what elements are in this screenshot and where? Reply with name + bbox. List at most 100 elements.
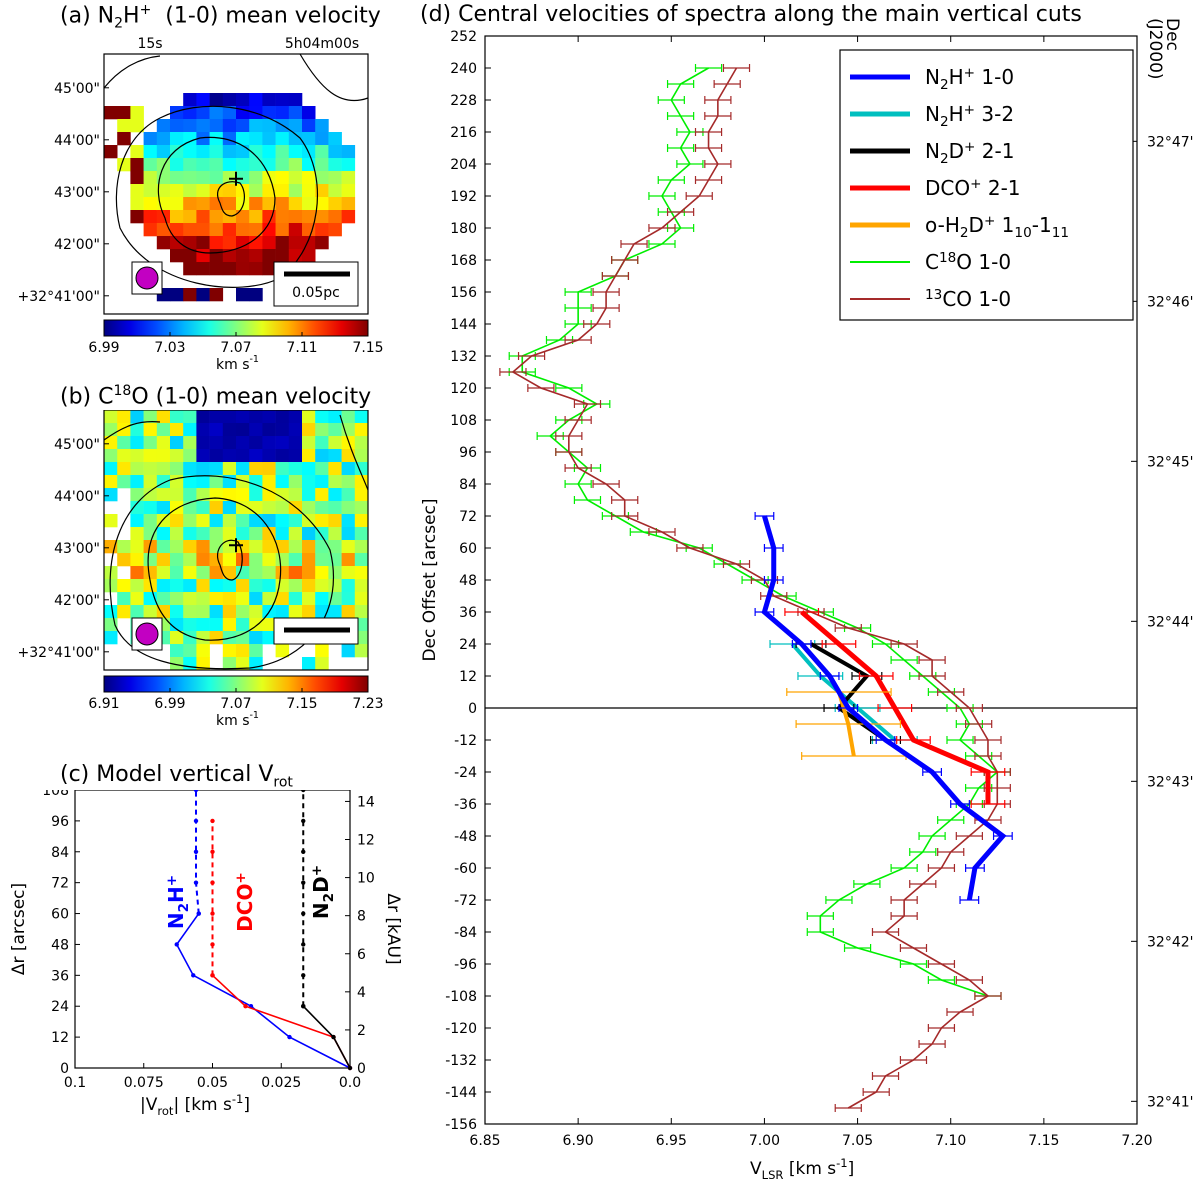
velocity-pixel	[275, 566, 290, 580]
velocity-pixel	[143, 132, 158, 146]
y-tick-label: 72	[51, 876, 69, 892]
velocity-pixel	[196, 449, 210, 463]
velocity-pixel	[249, 119, 263, 133]
x-tick-label: 0.05	[197, 1075, 228, 1091]
velocity-pixel	[209, 210, 224, 224]
velocity-pixel	[236, 249, 250, 263]
map-frame	[103, 410, 369, 671]
velocity-pixel	[209, 249, 224, 263]
velocity-pixel	[275, 423, 290, 437]
velocity-pixel	[183, 436, 197, 450]
velocity-pixel	[262, 223, 276, 237]
velocity-pixel	[222, 436, 237, 450]
velocity-pixel	[156, 592, 171, 606]
velocity-pixel	[170, 475, 184, 489]
velocity-pixel	[222, 514, 237, 528]
velocity-pixel	[354, 527, 369, 541]
y2-axis-label: Δr [kAU]	[383, 893, 403, 964]
y-tick-label: 48	[459, 573, 477, 589]
velocity-pixel	[130, 566, 144, 580]
velocity-pixel	[236, 501, 250, 515]
velocity-pixel	[262, 553, 276, 567]
velocity-pixel	[341, 410, 356, 424]
colorbar-tick-label: 7.11	[286, 340, 317, 356]
beam-circle-icon	[135, 622, 159, 646]
velocity-pixel	[183, 184, 197, 198]
velocity-pixel	[262, 93, 276, 107]
velocity-pixel	[156, 579, 171, 593]
y-tick-label: -108	[445, 989, 477, 1005]
velocity-pixel	[354, 605, 369, 619]
series-point	[210, 911, 215, 916]
velocity-pixel	[222, 262, 237, 276]
y-tick-label: -96	[454, 957, 477, 973]
velocity-pixel	[222, 449, 237, 463]
velocity-pixel	[288, 436, 303, 450]
velocity-pixel	[143, 540, 158, 554]
velocity-pixel	[262, 132, 276, 146]
velocity-pixel	[117, 436, 131, 450]
velocity-pixel	[183, 657, 197, 671]
velocity-pixel	[209, 410, 224, 424]
velocity-pixel	[315, 462, 329, 476]
velocity-pixel	[183, 527, 197, 541]
velocity-pixel	[143, 197, 158, 211]
y-tick-label: 132	[450, 349, 477, 365]
velocity-pixel	[236, 657, 250, 671]
velocity-pixel	[288, 197, 303, 211]
velocity-pixel	[302, 579, 316, 593]
velocity-pixel	[288, 527, 303, 541]
y-tick-label: -60	[454, 861, 477, 877]
velocity-pixel	[341, 158, 356, 172]
velocity-pixel	[130, 410, 144, 424]
y-tick-label: 96	[51, 814, 69, 830]
velocity-pixel	[288, 449, 303, 463]
velocity-pixel	[130, 540, 144, 554]
x-tick-label: 6.90	[563, 1133, 594, 1149]
velocity-pixel	[328, 436, 342, 450]
velocity-pixel	[156, 119, 171, 133]
velocity-pixel	[183, 210, 197, 224]
y2-tick-label: 32°42'	[1147, 934, 1193, 950]
y-tick-label: -132	[445, 1053, 477, 1069]
velocity-pixel	[262, 197, 276, 211]
velocity-pixel	[196, 566, 210, 580]
y-tick-label: 60	[51, 907, 69, 923]
velocity-pixel	[262, 236, 276, 250]
y-tick-label: -144	[445, 1085, 477, 1101]
velocity-pixel	[156, 553, 171, 567]
velocity-pixel	[328, 145, 342, 159]
velocity-pixel	[236, 605, 250, 619]
velocity-pixel	[209, 288, 224, 302]
velocity-pixel	[222, 462, 237, 476]
velocity-pixel	[143, 579, 158, 593]
series-point	[210, 973, 215, 978]
y-tick-label: -12	[454, 733, 477, 749]
velocity-pixel	[183, 171, 197, 185]
velocity-pixel	[354, 436, 369, 450]
velocity-pixel	[130, 171, 144, 185]
velocity-pixel	[209, 540, 224, 554]
velocity-pixel	[262, 449, 276, 463]
y-tick-label: -120	[445, 1021, 477, 1037]
velocity-pixel	[196, 210, 210, 224]
velocity-pixel	[209, 223, 224, 237]
ra-label: 15s	[137, 36, 162, 52]
velocity-pixel	[302, 475, 316, 489]
velocity-pixel	[196, 527, 210, 541]
velocity-pixel	[302, 566, 316, 580]
panel-c-title: (c) Model vertical Vrot	[60, 762, 293, 791]
velocity-pixel	[249, 410, 263, 424]
velocity-pixel	[222, 236, 237, 250]
velocity-pixel	[275, 197, 290, 211]
velocity-pixel	[183, 488, 197, 502]
velocity-pixel	[236, 197, 250, 211]
velocity-pixel	[341, 553, 356, 567]
panel-b-title: (b) C18O (1-0) mean velocity	[60, 383, 372, 410]
velocity-pixel	[143, 605, 158, 619]
velocity-pixel	[341, 145, 356, 159]
velocity-pixel	[236, 223, 250, 237]
velocity-pixel	[170, 158, 184, 172]
velocity-pixel	[288, 210, 303, 224]
velocity-pixel	[249, 93, 263, 107]
